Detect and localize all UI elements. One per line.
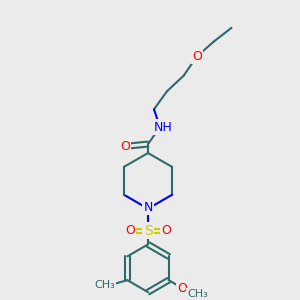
- Text: CH₃: CH₃: [187, 289, 208, 299]
- Text: NH: NH: [154, 121, 172, 134]
- Text: N: N: [143, 201, 153, 214]
- Text: O: O: [120, 140, 130, 153]
- Text: O: O: [192, 50, 202, 63]
- Text: O: O: [178, 282, 188, 295]
- Text: CH₃: CH₃: [94, 280, 115, 290]
- Text: O: O: [125, 224, 135, 237]
- Text: S: S: [144, 224, 152, 238]
- Text: O: O: [161, 224, 171, 237]
